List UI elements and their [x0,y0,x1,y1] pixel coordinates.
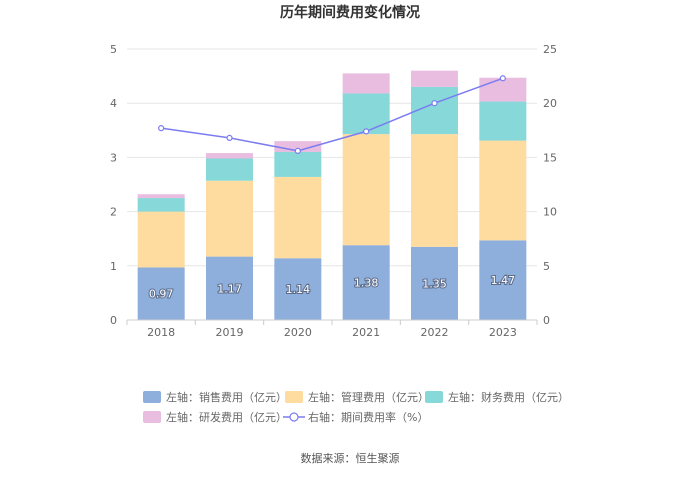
bar-data-label: 1.17 [217,282,242,295]
right-axis-tick: 0 [543,314,550,327]
bar-segment-4 [206,153,253,159]
bar-segment-2 [342,134,390,246]
bar-segment-4 [137,194,185,199]
legend-swatch-bar [285,391,303,403]
right-axis-tick: 5 [543,260,550,273]
bar-segment-3 [274,151,322,177]
rate-line-point [431,100,438,107]
bar-data-label: 1.35 [422,277,447,290]
left-axis-tick: 5 [110,43,117,56]
rate-line-point [499,75,506,82]
rate-line-path [161,77,504,152]
bar-segment-4 [479,77,527,102]
bar-segment-2 [479,140,527,241]
legend-label: 左轴：管理费用（亿元） [308,390,429,404]
bar-data-label: 1.38 [354,277,379,290]
bar-segment-2 [411,134,458,247]
bar-segment-1 [206,256,253,320]
legend-swatch-bar [143,391,161,403]
bar-segment-3 [206,158,253,181]
chart-title: 历年期间费用变化情况 [280,4,420,21]
x-axis-tick: 2022 [421,326,449,339]
data-source: 数据来源：恒生聚源 [301,451,400,465]
left-axis-tick: 2 [110,206,117,219]
rate-line-point [294,147,301,154]
bar-segment-4 [342,73,390,94]
left-axis-tick: 3 [110,151,117,164]
x-axis-tick: 2018 [147,326,175,339]
bar-data-label: 1.47 [491,274,516,287]
bar-segment-1 [479,240,527,320]
bar-segment-2 [137,211,185,268]
bar-segment-3 [137,198,185,212]
rate-line [158,75,506,154]
right-axis-tick: 10 [543,206,557,219]
legend-label: 左轴：财务费用（亿元） [448,390,569,404]
left-axis-tick: 1 [110,260,117,273]
bar-segment-1 [137,267,185,320]
legend: 左轴：销售费用（亿元） 左轴：管理费用（亿元） 左轴：财务费用（亿元） 左轴：研发费用… [143,390,569,424]
bar-data-label: 0.97 [149,288,174,301]
axes: 0 1 2 3 4 5 0 5 10 15 20 25 2018 2019 2020 2021 2022 2023 [110,43,557,339]
right-axis-tick: 15 [543,151,557,164]
x-axis-tick: 2020 [284,326,312,339]
left-axis-tick: 0 [110,314,117,327]
bar-segment-2 [206,180,253,257]
bar-segment-3 [479,101,527,141]
left-axis-tick: 4 [110,97,117,110]
x-axis-tick: 2023 [489,326,517,339]
bars: 0.97 1.17 1.14 1.38 1.35 1.47 [137,70,527,320]
legend-label: 右轴：期间费用率（%） [308,410,428,424]
bar-segment-3 [342,93,390,135]
bar-segment-1 [342,245,390,320]
right-axis-tick: 20 [543,97,557,110]
bar-segment-4 [274,141,322,152]
legend-label: 左轴：销售费用（亿元） [166,390,287,404]
bar-segment-1 [411,246,458,320]
right-axis-tick: 25 [543,43,557,56]
legend-swatch-bar [425,391,443,403]
legend-swatch-bar [143,411,161,423]
bar-segment-2 [274,176,322,259]
x-axis-tick: 2019 [216,326,244,339]
rate-line-point [226,134,233,141]
legend-label: 左轴：研发费用（亿元） [166,410,287,424]
bar-segment-1 [274,258,322,320]
grid-lines [127,48,537,267]
legend-swatch-point [289,412,299,422]
bar-segment-3 [411,86,458,135]
rate-line-point [158,125,165,132]
x-axis-tick: 2021 [352,326,380,339]
rate-line-point [363,128,370,135]
bar-segment-4 [411,70,458,87]
bar-data-label: 1.14 [286,283,311,296]
